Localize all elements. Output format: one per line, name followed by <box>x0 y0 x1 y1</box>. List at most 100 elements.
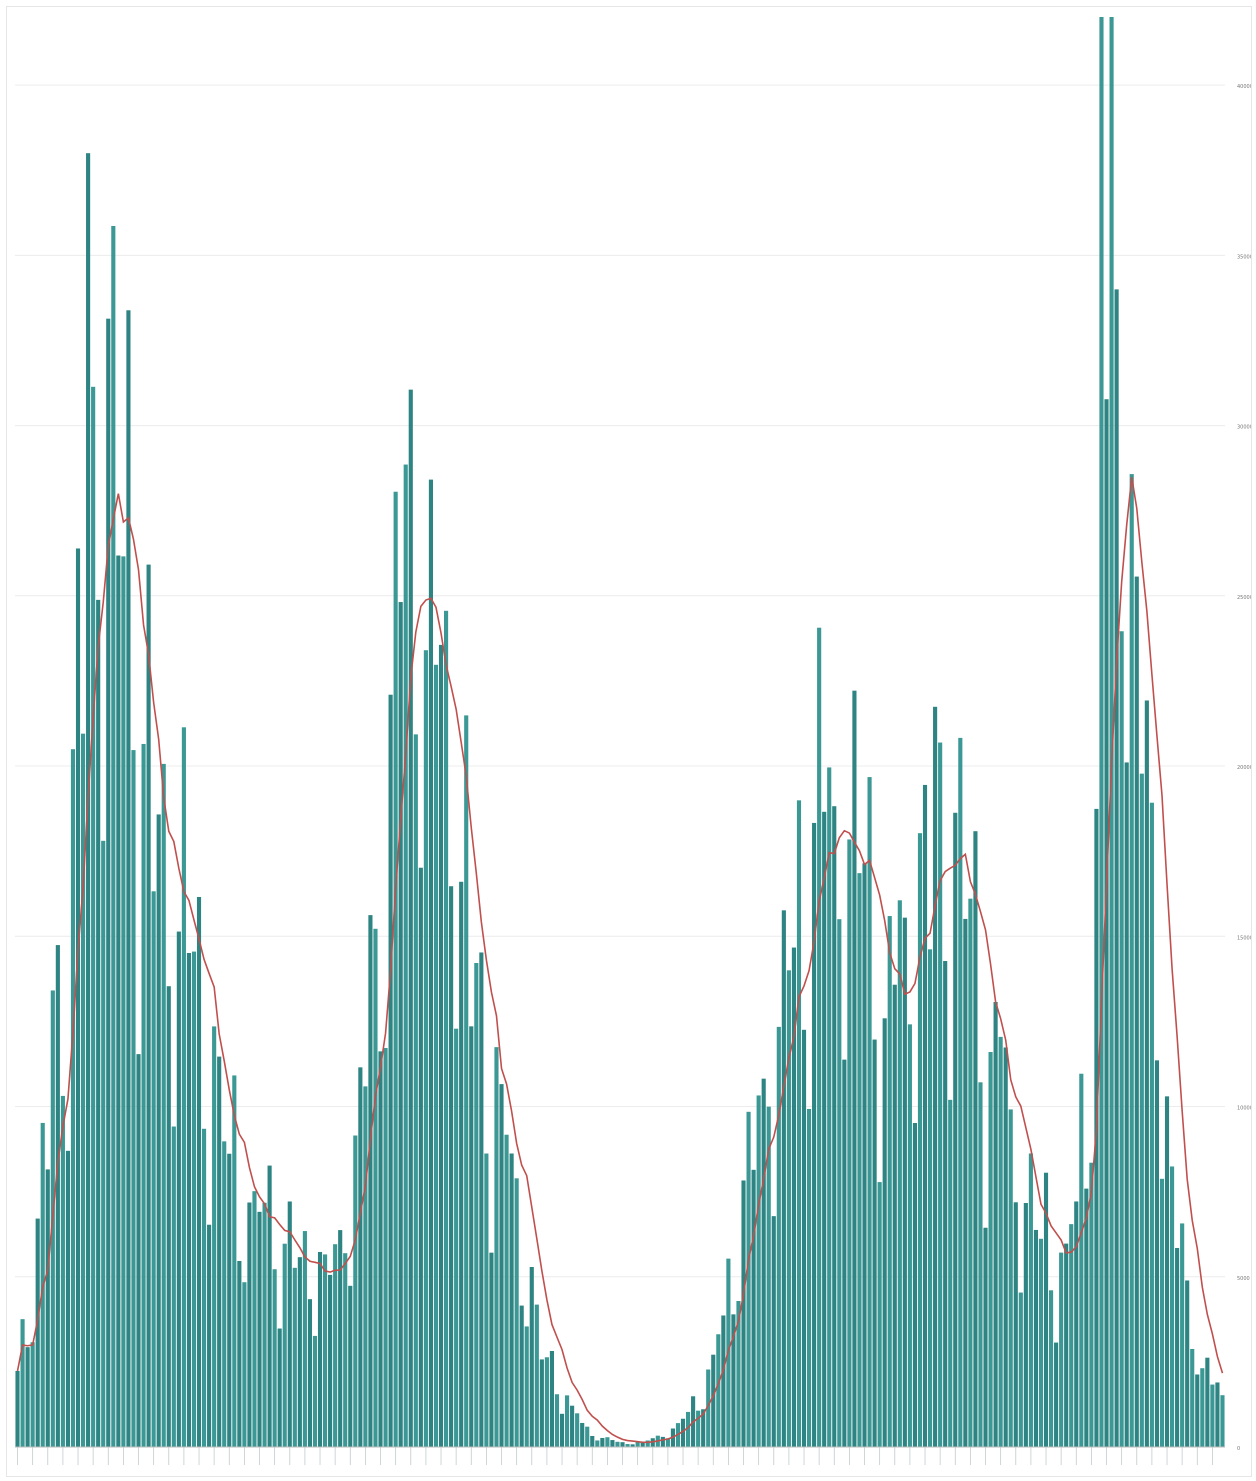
bar <box>1008 1109 1013 1447</box>
bar <box>207 1224 212 1447</box>
bar <box>539 1359 544 1447</box>
bar <box>353 1135 358 1447</box>
bar <box>887 916 892 1447</box>
bar <box>423 650 428 1447</box>
bar <box>1175 1247 1180 1447</box>
bar <box>413 734 418 1447</box>
bar <box>600 1437 605 1447</box>
bar <box>307 1299 312 1447</box>
bar <box>252 1191 257 1447</box>
bar <box>1089 1162 1094 1447</box>
y-tick-label: 20000 <box>1237 765 1251 771</box>
y-tick-label: 0 <box>1237 1446 1240 1452</box>
bar <box>1220 1395 1225 1447</box>
bar <box>70 749 76 1447</box>
bar <box>1154 1060 1159 1447</box>
bar <box>20 1319 25 1447</box>
bar <box>323 1254 328 1447</box>
bar <box>801 1029 807 1447</box>
bar <box>1104 399 1109 1448</box>
bar <box>363 1086 368 1447</box>
bar <box>277 1328 282 1447</box>
bar <box>176 931 181 1447</box>
bar <box>968 898 973 1447</box>
bar <box>408 389 413 1447</box>
bar <box>474 962 479 1447</box>
bar <box>171 1126 176 1447</box>
bar <box>35 1218 40 1447</box>
bar <box>449 886 454 1447</box>
bar <box>328 1274 333 1447</box>
bar <box>544 1357 549 1447</box>
bar <box>141 743 146 1447</box>
bar <box>1114 289 1119 1447</box>
bar <box>383 1048 388 1447</box>
bar <box>131 750 136 1447</box>
bar <box>1069 1224 1074 1447</box>
bar <box>807 1108 812 1447</box>
bar <box>534 1304 539 1447</box>
bar <box>585 1426 590 1447</box>
bar <box>882 1018 887 1447</box>
bar <box>161 763 166 1447</box>
bar <box>494 1047 499 1447</box>
bar <box>1023 1203 1028 1447</box>
y-tick-label: 30000 <box>1237 425 1251 431</box>
bar <box>837 919 842 1447</box>
bar <box>217 1056 222 1447</box>
bar <box>741 1180 746 1447</box>
bar <box>696 1410 701 1447</box>
bar <box>348 1285 353 1447</box>
bar <box>1144 700 1149 1447</box>
bar <box>1099 17 1104 1447</box>
bar <box>1210 1384 1215 1447</box>
bar <box>1149 802 1154 1447</box>
bar <box>1013 1202 1018 1447</box>
bar <box>847 839 852 1447</box>
bar <box>1064 1243 1069 1447</box>
bar <box>297 1257 302 1447</box>
bar <box>428 479 433 1447</box>
bar <box>529 1267 534 1447</box>
bar <box>625 1444 630 1447</box>
bar <box>1119 631 1124 1447</box>
bar <box>1170 1166 1175 1447</box>
bar <box>30 1342 35 1447</box>
bar <box>565 1395 570 1447</box>
bar <box>635 1441 640 1447</box>
bar <box>897 900 902 1447</box>
bar <box>549 1350 554 1447</box>
bar <box>907 1024 912 1447</box>
bar <box>398 602 403 1447</box>
bar <box>776 1026 781 1447</box>
bar <box>1079 1073 1084 1447</box>
bar <box>686 1411 691 1447</box>
bar <box>892 984 897 1447</box>
bar <box>822 811 827 1447</box>
bar <box>1018 1292 1023 1447</box>
bar <box>680 1418 686 1447</box>
bar <box>373 928 378 1447</box>
bar <box>928 949 933 1447</box>
bar <box>731 1314 736 1447</box>
bar <box>948 1099 953 1447</box>
bar <box>101 840 106 1447</box>
bar <box>993 1002 998 1447</box>
bar <box>978 1082 983 1447</box>
bar <box>827 767 832 1447</box>
bar <box>711 1354 716 1447</box>
bar <box>358 1067 363 1447</box>
bar <box>524 1326 529 1447</box>
bar <box>1059 1252 1064 1447</box>
bar <box>862 863 867 1447</box>
bar <box>25 1347 30 1447</box>
bar <box>186 952 191 1447</box>
bar <box>817 627 822 1447</box>
bar <box>227 1153 232 1447</box>
bar <box>922 784 928 1447</box>
bar <box>963 918 968 1447</box>
bar <box>1028 1153 1033 1447</box>
bar <box>247 1202 252 1447</box>
y-tick-label: 25000 <box>1237 595 1251 601</box>
bar <box>116 555 121 1447</box>
